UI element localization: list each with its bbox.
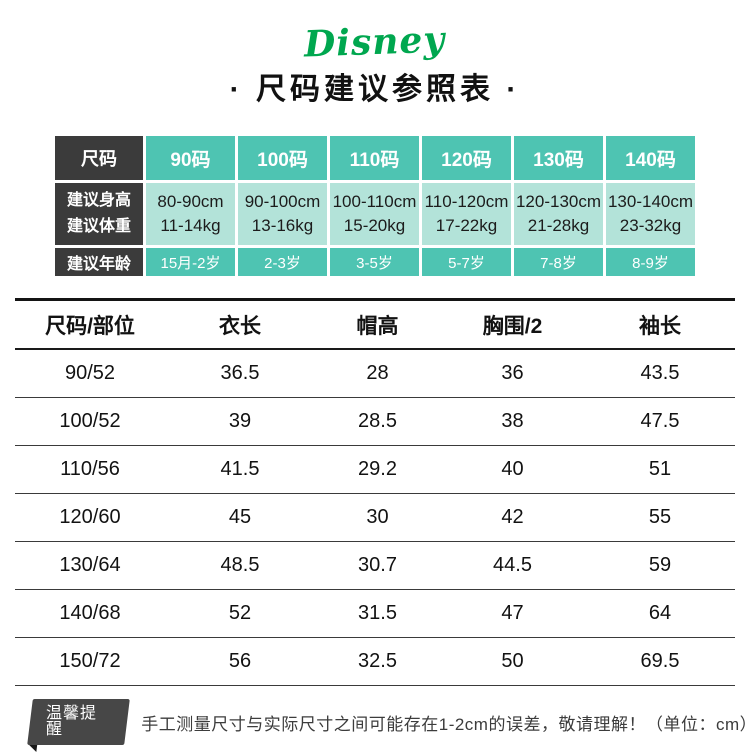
size-column-header-100: 100码 [238,136,327,180]
table-cell: 28 [366,362,389,384]
size-chart-corner-label: 尺码 [55,136,143,180]
table-row: 140/68 52 31.5 47 64 [15,590,735,638]
size-column-header-140: 140码 [606,136,695,180]
size-column-header-110: 110码 [330,136,419,180]
header-cell-part: 尺码/部位 [45,314,135,338]
height-value: 120-130cm [515,192,602,212]
table-row: 120/60 45 30 42 55 [15,494,735,542]
table-cell: 45 [228,506,252,528]
height-value: 100-110cm [332,192,417,212]
table-cell: 47.5 [640,410,680,432]
age-cell-100: 2-3岁 [238,248,327,276]
height-weight-cell-140: 130-140cm 23-32kg [606,183,695,245]
weight-value: 15-20kg [343,216,406,235]
table-cell: 50 [501,650,524,672]
size-column-header-90: 90码 [146,136,235,180]
table-cell: 36 [501,362,524,384]
table-cell: 69.5 [640,650,680,672]
height-weight-row-label: 建议身高 建议体重 [55,183,143,245]
table-cell: 44.5 [493,554,532,576]
header-cell-length: 衣长 [219,314,261,338]
weight-row-label: 建议体重 [66,218,131,235]
weight-value: 17-22kg [435,216,498,235]
table-cell: 64 [648,602,672,624]
weight-value: 21-28kg [527,216,590,235]
age-cell-120: 5-7岁 [422,248,511,276]
height-weight-cell-90: 80-90cm 11-14kg [146,183,235,245]
table-cell: 39 [228,410,252,432]
size-column-header-120: 120码 [422,136,511,180]
table-cell: 90/52 [64,362,116,384]
weight-value: 11-14kg [160,216,221,235]
table-cell: 31.5 [358,602,397,624]
table-cell: 120/60 [59,506,121,528]
table-cell: 40 [501,458,524,480]
table-row: 130/64 48.5 30.7 44.5 59 [15,542,735,590]
table-cell: 29.2 [358,458,397,480]
age-cell-90: 15月-2岁 [146,248,235,276]
table-cell: 48.5 [220,554,260,576]
age-cell-140: 8-9岁 [606,248,695,276]
table-cell: 56 [228,650,252,672]
table-cell: 51 [648,458,672,480]
table-cell: 38 [501,410,524,432]
table-cell: 55 [648,506,672,528]
size-chart: 尺码 90码 100码 110码 120码 130码 140码 建议身高 建议体… [55,136,695,276]
table-cell: 41.5 [220,458,260,480]
table-cell: 32.5 [358,650,397,672]
height-weight-cell-120: 110-120cm 17-22kg [422,183,511,245]
measurement-table: 尺码/部位 衣长 帽高 胸围/2 袖长 90/52 36.5 28 36 43.… [15,298,735,686]
table-cell: 140/68 [59,602,121,624]
table-cell: 42 [501,506,524,528]
height-weight-cell-100: 90-100cm 13-16kg [238,183,327,245]
table-cell: 47 [501,602,524,624]
table-cell: 110/56 [60,458,120,480]
weight-value: 13-16kg [251,216,314,235]
header-cell-sleeve: 袖长 [639,314,681,338]
header-cell-chest: 胸围/2 [482,314,543,338]
table-cell: 36.5 [220,362,260,384]
table-cell: 59 [648,554,672,576]
logo-area: Disney [0,0,750,66]
reminder-badge: 温馨提醒 [27,699,131,745]
table-cell: 28.5 [358,410,397,432]
height-value: 90-100cm [244,192,321,212]
measurement-header-row: 尺码/部位 衣长 帽高 胸围/2 袖长 [15,301,735,350]
height-row-label: 建议身高 [66,192,131,210]
table-cell: 52 [228,602,252,624]
height-value: 130-140cm [607,192,694,212]
table-row: 100/52 39 28.5 38 47.5 [15,398,735,446]
height-weight-cell-130: 120-130cm 21-28kg [514,183,603,245]
size-column-header-130: 130码 [514,136,603,180]
height-weight-cell-110: 100-110cm 15-20kg [330,183,419,245]
age-cell-110: 3-5岁 [330,248,419,276]
disney-logo: Disney [303,18,447,66]
height-value: 80-90cm [157,192,224,212]
table-cell: 130/64 [59,554,121,576]
header-cell-hood: 帽高 [356,314,399,338]
table-cell: 30.7 [358,554,397,576]
age-row-label: 建议年龄 [55,248,143,276]
page-title: · 尺码建议参照表 · [229,73,521,106]
age-cell-130: 7-8岁 [514,248,603,276]
table-cell: 30 [366,506,389,528]
table-cell: 100/52 [59,410,121,432]
table-row: 90/52 36.5 28 36 43.5 [15,350,735,398]
footer-reminder: 温馨提醒 手工测量尺寸与实际尺寸之间可能存在1-2cm的误差，敬请理解！（单位：… [27,699,750,745]
table-row: 150/72 56 32.5 50 69.5 [15,638,735,686]
table-cell: 43.5 [640,362,680,384]
height-value: 110-120cm [424,192,509,212]
reminder-note: 手工测量尺寸与实际尺寸之间可能存在1-2cm的误差，敬请理解！（单位：cm） [141,714,750,734]
table-row: 110/56 41.5 29.2 40 51 [15,446,735,494]
table-cell: 150/72 [59,650,121,672]
weight-value: 23-32kg [619,216,682,235]
reminder-badge-label: 温馨提醒 [46,705,98,738]
